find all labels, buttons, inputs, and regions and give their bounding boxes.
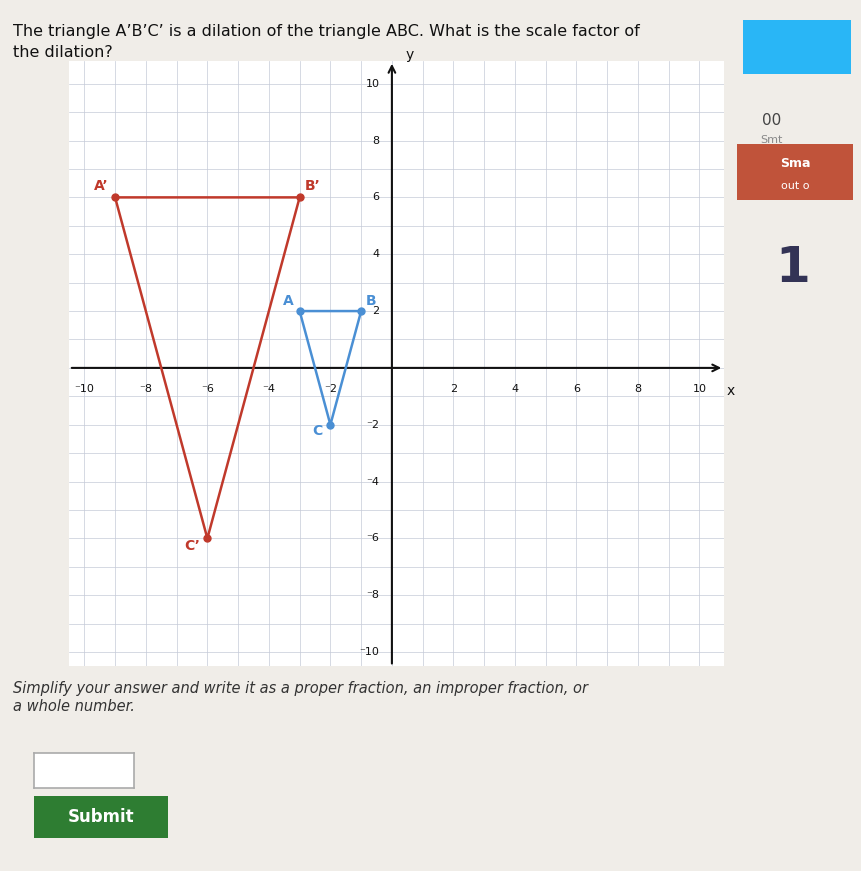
Text: out o: out o: [780, 181, 808, 191]
Text: ⁻8: ⁻8: [139, 383, 152, 394]
Text: x: x: [725, 383, 734, 397]
Text: 00: 00: [761, 113, 780, 128]
Text: Smt: Smt: [759, 135, 782, 145]
Text: B: B: [365, 294, 376, 308]
Text: the dilation?: the dilation?: [13, 45, 113, 60]
Text: Submit: Submit: [68, 808, 134, 826]
Text: The triangle A’B’C’ is a dilation of the triangle ABC. What is the scale factor : The triangle A’B’C’ is a dilation of the…: [13, 24, 639, 38]
Text: A’: A’: [94, 179, 108, 193]
Text: Sma: Sma: [779, 157, 809, 170]
Text: 4: 4: [372, 249, 379, 260]
Text: ⁻2: ⁻2: [366, 420, 379, 429]
Text: C: C: [312, 423, 322, 438]
Text: ⁻6: ⁻6: [201, 383, 214, 394]
Text: 4: 4: [511, 383, 518, 394]
Text: C’: C’: [184, 539, 200, 553]
Text: 6: 6: [573, 383, 579, 394]
Text: ⁻10: ⁻10: [74, 383, 94, 394]
Text: y: y: [406, 48, 413, 63]
Text: 6: 6: [372, 192, 379, 202]
Text: 2: 2: [372, 306, 379, 316]
Text: B’: B’: [305, 179, 320, 193]
Text: 1: 1: [775, 244, 809, 292]
Text: 8: 8: [634, 383, 641, 394]
Text: ⁻8: ⁻8: [366, 591, 379, 600]
Text: A: A: [282, 294, 293, 308]
Text: ⁻4: ⁻4: [262, 383, 275, 394]
Text: ⁻6: ⁻6: [366, 533, 379, 544]
Text: ⁻4: ⁻4: [366, 476, 379, 487]
Text: Simplify your answer and write it as a proper fraction, an improper fraction, or: Simplify your answer and write it as a p…: [13, 681, 587, 713]
Text: ⁻10: ⁻10: [359, 647, 379, 657]
Text: 2: 2: [449, 383, 456, 394]
Text: 10: 10: [691, 383, 706, 394]
Text: 10: 10: [365, 78, 379, 89]
Text: 8: 8: [372, 136, 379, 145]
Text: ⁻2: ⁻2: [324, 383, 337, 394]
